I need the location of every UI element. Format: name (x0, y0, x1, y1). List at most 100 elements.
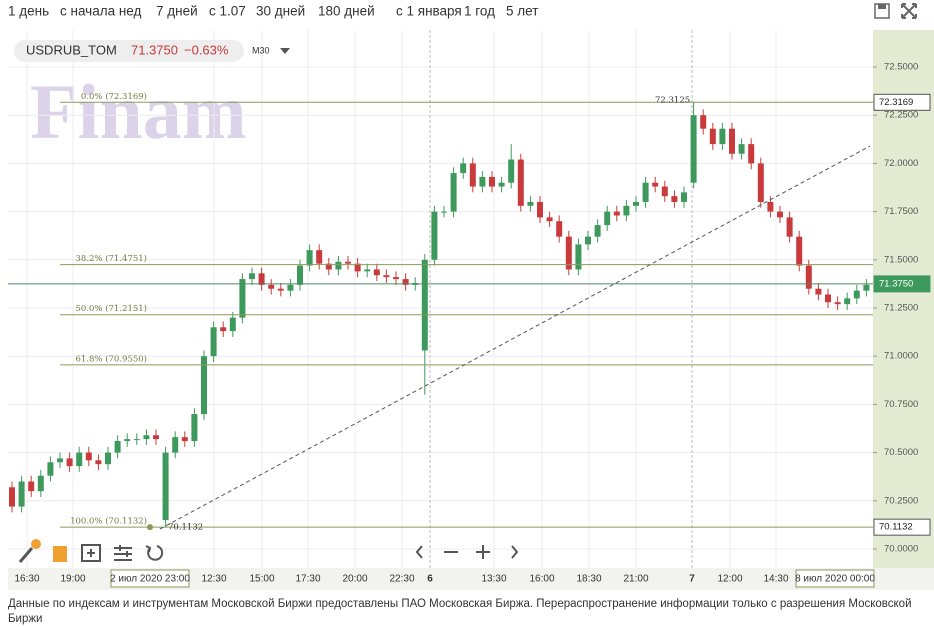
candle-body (268, 284, 275, 289)
candle-body (393, 277, 399, 280)
y-tick-label: 70.5000 (884, 447, 918, 458)
candle-body (306, 250, 313, 266)
x-tick-label: 18:30 (576, 574, 601, 585)
candle-body (613, 211, 620, 216)
candle-body (594, 225, 601, 237)
candle-body (325, 263, 332, 270)
annotation: 72.3125 (655, 96, 690, 106)
candle-body (364, 269, 371, 272)
x-tick-label: 20:00 (342, 574, 367, 585)
reset-tool[interactable] (145, 545, 164, 561)
price-marker-box (873, 518, 931, 536)
candle-body (114, 441, 121, 453)
period-button[interactable]: 5 лет (506, 4, 538, 19)
candle-body (172, 437, 179, 453)
period-button[interactable]: 180 дней (318, 4, 375, 19)
candle-body (229, 317, 236, 332)
fib-label: 38.2% (71.4751) (76, 253, 148, 264)
candle-body (786, 217, 793, 237)
save-icon-slot (878, 4, 886, 9)
candle-body (124, 439, 131, 442)
footer-note: Данные по индексам и инструментам Москов… (8, 598, 912, 625)
candle-body (239, 279, 246, 318)
plot-area (8, 30, 873, 568)
scroll-right[interactable] (511, 545, 519, 559)
candle-body (210, 327, 217, 357)
period-button[interactable]: 7 дней (156, 4, 198, 19)
candle-body (652, 182, 659, 187)
candle-body (354, 263, 361, 272)
y-tick-label: 72.5000 (884, 62, 918, 73)
y-tick-label: 70.2500 (884, 495, 918, 506)
candle-body (66, 458, 73, 467)
period-buttons: 1 день с начала нед 7 дней с 1.07 30 дней 180… (8, 4, 538, 19)
candle-body (661, 186, 668, 197)
candle-body (441, 211, 447, 213)
candle-body (565, 236, 572, 270)
candle-body (162, 452, 169, 521)
candle-body (575, 244, 582, 270)
zoom-in[interactable] (476, 545, 490, 559)
x-tick-label: 21:00 (623, 574, 648, 585)
x-tick-label: 14:30 (763, 574, 788, 585)
legend-change: −0.63% (184, 42, 229, 57)
x-tick-label: 22:30 (389, 574, 414, 585)
scroll-left[interactable] (415, 545, 423, 559)
fib-anchor (147, 524, 153, 531)
candle-body (201, 356, 207, 415)
fullscreen-icon[interactable] (901, 3, 917, 19)
fib-label: 50.0% (71.2151) (76, 303, 148, 314)
candle-body (421, 259, 428, 351)
y-tick-label: 72.2500 (884, 110, 918, 121)
candle-body (527, 201, 534, 206)
candle-body (297, 265, 303, 285)
candle-body (450, 173, 457, 212)
period-button[interactable]: 1 день (8, 4, 49, 19)
candle-body (623, 205, 630, 216)
candle-body (719, 128, 726, 145)
candle-body (489, 176, 495, 187)
price-marker-label: 71.3750 (879, 278, 913, 289)
period-button[interactable]: 30 дней (256, 4, 305, 19)
price-marker-label: 72.3169 (879, 97, 913, 108)
candle-body (633, 201, 639, 206)
legend-ticker: USDRUB_TOM (26, 42, 117, 57)
draw-badge (31, 539, 41, 549)
candle-body (37, 475, 44, 492)
candle-body (642, 182, 649, 202)
candle-body (863, 284, 870, 291)
candle-body (844, 298, 851, 305)
x-tick-label: 19:00 (60, 574, 85, 585)
notes-tool[interactable] (53, 546, 67, 562)
period-button[interactable]: с 1 января (396, 4, 462, 19)
candle-body (153, 435, 159, 440)
candle-body (220, 327, 227, 332)
candle-body (585, 236, 591, 245)
candle-body (105, 452, 111, 465)
candle-body (604, 211, 611, 226)
time-axis (8, 568, 934, 590)
period-button[interactable]: с 1.07 (209, 4, 246, 19)
period-button[interactable]: с начала нед (60, 4, 142, 19)
candle-body (460, 163, 467, 174)
candle-body (757, 163, 764, 202)
draw-tool[interactable] (18, 547, 34, 563)
candle-body (133, 439, 140, 441)
interval-dropdown[interactable] (280, 48, 290, 54)
candle-body (143, 435, 150, 440)
candle-body (316, 250, 323, 264)
fib-label: 100.0% (70.1132) (70, 516, 147, 527)
candle-body (508, 159, 515, 183)
settings-tool[interactable] (114, 545, 132, 561)
candle-body (479, 176, 486, 187)
x-tick-label: 16:30 (14, 574, 39, 585)
grid: 70.0000 70.2500 70.5000 70.7500 71.0000 71.25… (8, 30, 918, 588)
candle-body (825, 294, 831, 303)
add-indicator[interactable] (81, 544, 101, 562)
candle-body (85, 452, 92, 461)
candle-body (373, 269, 380, 276)
candle-body (277, 288, 284, 291)
period-button[interactable]: 1 год (464, 4, 495, 19)
price-marker-box (873, 93, 931, 111)
